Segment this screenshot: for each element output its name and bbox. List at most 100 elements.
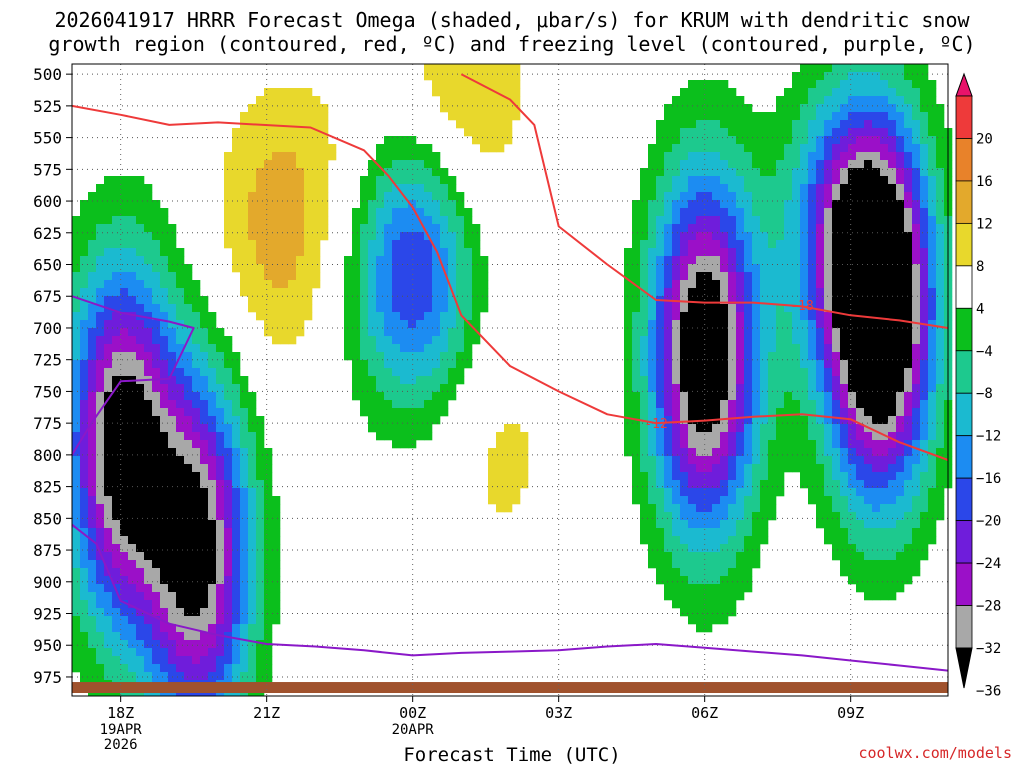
omega-cell (296, 248, 305, 257)
omega-cell (672, 472, 681, 481)
omega-cell (152, 392, 161, 401)
omega-cell (736, 256, 745, 265)
omega-cell (720, 208, 729, 217)
omega-cell (200, 600, 209, 609)
omega-cell (96, 592, 105, 601)
omega-cell (688, 552, 697, 561)
omega-cell (312, 232, 321, 241)
omega-cell (904, 240, 913, 249)
omega-cell (96, 312, 105, 321)
omega-cell (184, 424, 193, 433)
omega-cell (672, 536, 681, 545)
omega-cell (816, 328, 825, 337)
omega-cell (928, 144, 937, 153)
omega-cell (144, 528, 153, 537)
omega-cell (848, 400, 857, 409)
omega-cell (808, 296, 817, 305)
omega-cell (856, 464, 865, 473)
omega-cell (384, 368, 393, 377)
omega-cell (864, 160, 873, 169)
omega-cell (408, 152, 417, 161)
omega-cell (624, 392, 633, 401)
omega-cell (424, 328, 433, 337)
omega-cell (240, 232, 249, 241)
omega-cell (288, 304, 297, 313)
omega-cell (368, 168, 377, 177)
omega-cell (920, 368, 929, 377)
omega-cell (920, 120, 929, 129)
omega-cell (800, 408, 809, 417)
omega-cell (672, 368, 681, 377)
omega-cell (896, 352, 905, 361)
omega-cell (704, 280, 713, 289)
omega-cell (232, 184, 241, 193)
omega-cell (464, 80, 473, 89)
omega-cell (400, 440, 409, 449)
omega-cell (192, 528, 201, 537)
omega-cell (176, 440, 185, 449)
omega-cell (280, 120, 289, 129)
omega-cell (720, 520, 729, 529)
omega-cell (696, 344, 705, 353)
omega-cell (800, 416, 809, 425)
omega-cell (760, 488, 769, 497)
omega-cell (672, 272, 681, 281)
omega-cell (720, 432, 729, 441)
omega-cell (680, 96, 689, 105)
omega-cell (928, 352, 937, 361)
omega-cell (888, 256, 897, 265)
omega-cell (776, 336, 785, 345)
omega-cell (352, 320, 361, 329)
omega-cell (720, 360, 729, 369)
omega-cell (376, 312, 385, 321)
omega-cell (728, 168, 737, 177)
omega-cell (288, 280, 297, 289)
omega-cell (208, 328, 217, 337)
omega-cell (72, 360, 81, 369)
omega-cell (456, 328, 465, 337)
omega-cell (888, 432, 897, 441)
omega-cell (928, 112, 937, 121)
omega-cell (72, 624, 81, 633)
omega-cell (232, 584, 241, 593)
omega-cell (888, 248, 897, 257)
omega-cell (400, 296, 409, 305)
omega-cell (368, 176, 377, 185)
omega-cell (888, 448, 897, 457)
omega-cell (128, 576, 137, 585)
omega-cell (696, 208, 705, 217)
omega-cell (272, 592, 281, 601)
omega-cell (760, 408, 769, 417)
omega-cell (784, 232, 793, 241)
omega-cell (392, 272, 401, 281)
omega-cell (840, 104, 849, 113)
omega-cell (760, 280, 769, 289)
omega-cell (864, 232, 873, 241)
omega-cell (728, 488, 737, 497)
omega-cell (744, 520, 753, 529)
omega-cell (88, 472, 97, 481)
omega-cell (784, 408, 793, 417)
omega-cell (136, 192, 145, 201)
omega-cell (712, 520, 721, 529)
omega-cell (96, 448, 105, 457)
omega-cell (72, 608, 81, 617)
omega-cell (856, 248, 865, 257)
omega-cell (232, 648, 241, 657)
omega-cell (144, 456, 153, 465)
omega-cell (88, 248, 97, 257)
omega-cell (88, 528, 97, 537)
omega-cell (168, 608, 177, 617)
omega-cell (864, 96, 873, 105)
omega-cell (824, 128, 833, 137)
omega-cell (808, 232, 817, 241)
omega-cell (96, 216, 105, 225)
omega-cell (856, 176, 865, 185)
omega-cell (856, 336, 865, 345)
omega-cell (112, 640, 121, 649)
omega-cell (184, 360, 193, 369)
omega-cell (928, 152, 937, 161)
omega-cell (712, 104, 721, 113)
omega-cell (936, 200, 945, 209)
omega-cell (136, 496, 145, 505)
